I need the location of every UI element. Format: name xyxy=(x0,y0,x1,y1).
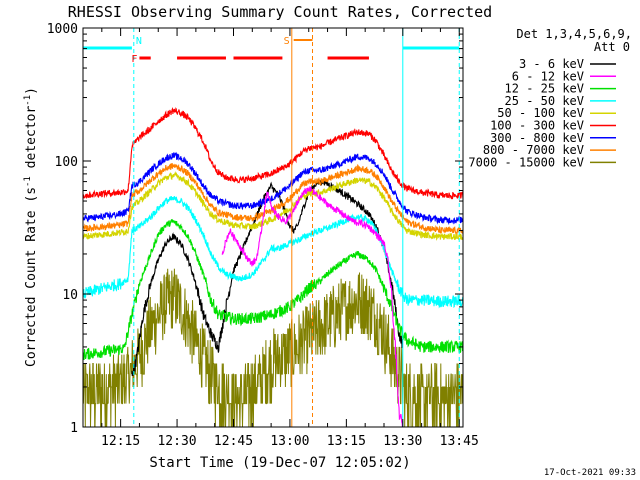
y-tick-label: 100 xyxy=(55,155,78,170)
x-tick-label: 13:15 xyxy=(327,434,366,449)
series-line-50-100-kev xyxy=(83,170,463,241)
legend-entry-label: 100 - 300 keV xyxy=(490,119,584,133)
x-tick-label: 12:45 xyxy=(214,434,253,449)
y-axis-label-exp1: -1 xyxy=(23,176,33,187)
flare-label: F xyxy=(131,54,137,65)
y-tick-label: 1 xyxy=(70,421,78,436)
footer-date: 17-Oct-2021 09:33 xyxy=(544,468,636,478)
x-tick-label: 12:15 xyxy=(101,434,140,449)
night-label: N xyxy=(136,36,142,47)
legend-entry-label: 25 - 50 keV xyxy=(505,94,584,108)
y-tick-label: 1000 xyxy=(47,22,78,37)
x-tick-label: 13:30 xyxy=(383,434,422,449)
legend-entry: 6 - 12 keV xyxy=(512,69,616,83)
x-axis-label: Start Time (19-Dec-07 12:05:02) xyxy=(149,455,410,471)
legend-entry: 7000 - 15000 keV xyxy=(468,155,616,169)
y-axis-label-mid: detector xyxy=(24,106,39,177)
legend-header-detectors: Det 1,3,4,5,6,9, xyxy=(516,27,632,41)
x-tick-label: 13:00 xyxy=(270,434,309,449)
legend-entry-label: 6 - 12 keV xyxy=(512,69,584,83)
series-line-7000-15000-kev xyxy=(83,268,463,427)
legend-entry: 300 - 800 keV xyxy=(490,131,616,145)
series-group xyxy=(83,107,463,427)
series-line-25-50-kev xyxy=(83,196,463,309)
legend-entry-label: 800 - 7000 keV xyxy=(483,143,584,157)
y-axis-label: Corrected Count Rate (s-1 detector-1) xyxy=(23,87,39,367)
y-tick-label: 10 xyxy=(62,288,78,303)
legend-header-attenuator: Att 0 xyxy=(594,40,630,54)
legend-entry-label: 3 - 6 keV xyxy=(519,57,584,71)
series-line-12-25-kev xyxy=(83,218,463,360)
legend-entry: 3 - 6 keV xyxy=(519,57,616,71)
plot-area: NF S 12:15 12:30 12:45 13:00 13:15 13:30 13:45 1 1… xyxy=(47,22,479,449)
series-line-100-300-kev xyxy=(83,107,463,200)
series-line-800-7000-kev xyxy=(83,163,463,235)
series-line-3-6-kev xyxy=(131,179,404,377)
y-axis-label-exp2: -1 xyxy=(23,95,33,106)
series-line-300-800-kev xyxy=(83,151,463,226)
legend-entry: 50 - 100 keV xyxy=(497,106,616,120)
legend-entry: 12 - 25 keV xyxy=(505,82,616,96)
y-axis-label-main: Corrected Count Rate (s xyxy=(24,187,39,367)
legend-entry-label: 50 - 100 keV xyxy=(497,106,584,120)
legend-entry-label: 300 - 800 keV xyxy=(490,131,584,145)
saa-label: S xyxy=(284,36,290,47)
x-tick-label: 13:45 xyxy=(440,434,479,449)
chart-title: RHESSI Observing Summary Count Rates, Co… xyxy=(68,3,492,21)
legend-entry-label: 12 - 25 keV xyxy=(505,82,584,96)
x-tick-label: 12:30 xyxy=(157,434,196,449)
legend-entry: 25 - 50 keV xyxy=(505,94,616,108)
y-axis-label-end: ) xyxy=(24,87,39,95)
legend-entry: 100 - 300 keV xyxy=(490,119,616,133)
svg-text:Corrected Count Rate (s-1 dete: Corrected Count Rate (s-1 detector-1) xyxy=(23,87,39,367)
legend-entry-label: 7000 - 15000 keV xyxy=(468,155,584,169)
legend-entry: 800 - 7000 keV xyxy=(483,143,616,157)
plot-frame xyxy=(82,27,464,428)
